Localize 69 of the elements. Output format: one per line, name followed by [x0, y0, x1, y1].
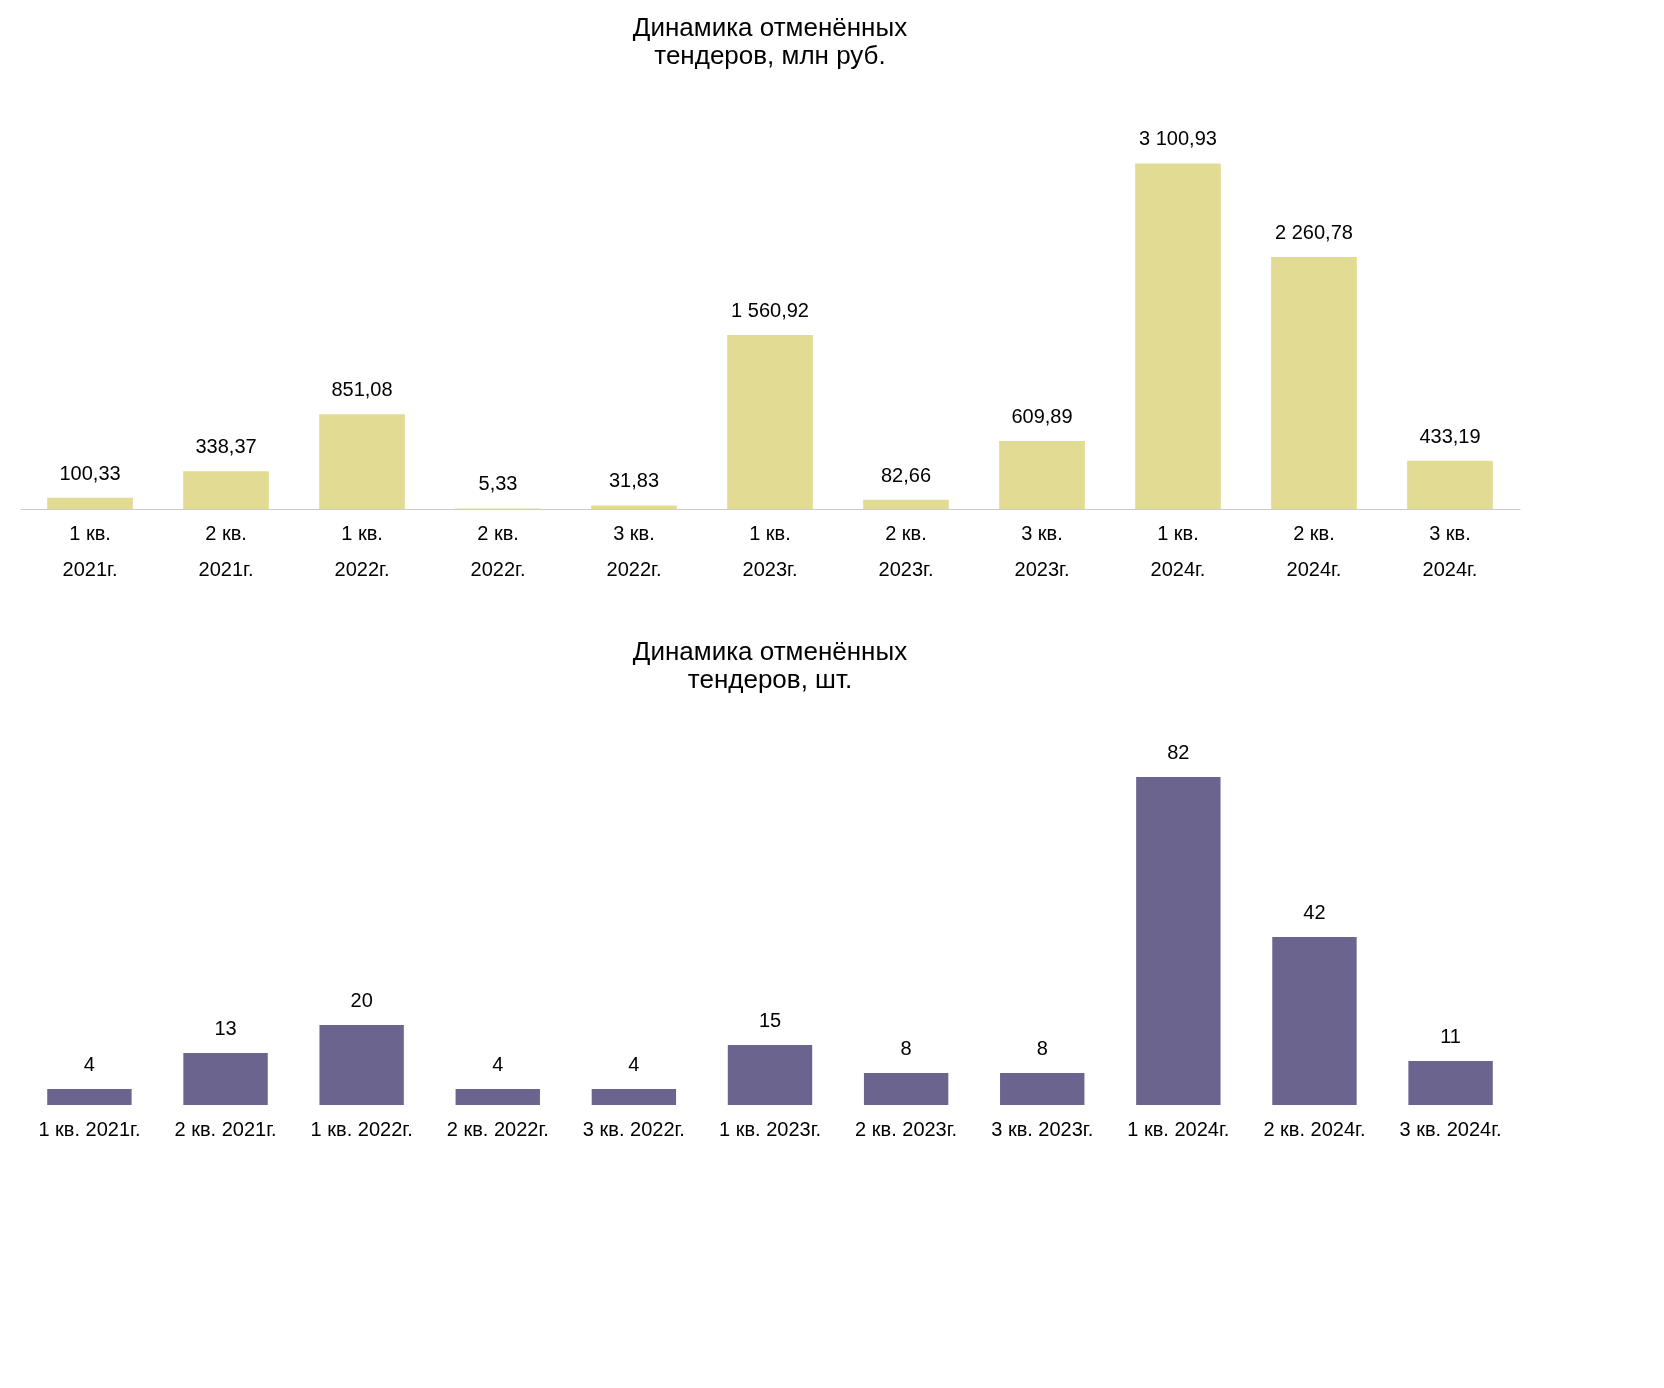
data-label: 2 260,78 [1275, 221, 1353, 244]
data-label: 8 [1036, 1037, 1048, 1059]
data-label: 851,08 [331, 378, 393, 401]
x-tick-label: 1 кв. 2021г. [62, 521, 118, 580]
x-tick-label: 1 кв. 2024г. [1127, 1117, 1230, 1140]
data-label: 11 [1440, 1025, 1461, 1047]
bar [1271, 257, 1357, 509]
data-label: 82,66 [880, 463, 932, 486]
data-label: 13 [214, 1017, 237, 1039]
bar [319, 414, 405, 509]
bar [1000, 1073, 1085, 1105]
data-label: 609,89 [1011, 405, 1073, 428]
x-tick-label: 1 кв. 2024г. [1150, 521, 1206, 580]
text: Динамика отменённых [632, 636, 908, 666]
x-tick-label: 2 кв. 2023г. [878, 521, 934, 580]
bar [591, 505, 677, 509]
data-label: 42 [1303, 901, 1326, 923]
text: тендеров, шт. [687, 664, 853, 694]
x-tick-label: 1 кв. 2023г. [742, 521, 798, 580]
bar [183, 1053, 268, 1105]
bar [47, 1089, 132, 1105]
data-label: 4 [492, 1053, 504, 1075]
data-label: 31,83 [608, 469, 660, 492]
x-tick-label: 3 кв. 2023г. [991, 1117, 1094, 1140]
bar [727, 1045, 813, 1105]
data-label: 4 [628, 1053, 640, 1075]
data-label: 8 [900, 1037, 912, 1059]
bar [183, 471, 269, 509]
bar [1135, 163, 1221, 509]
bar [863, 499, 949, 509]
text: тендеров, млн руб. [654, 40, 886, 70]
x-tick-label: 3 кв. 2024г. [1399, 1117, 1502, 1140]
text: Динамика отменённых [632, 12, 908, 42]
x-tick-label: 3 кв. 2022г. [582, 1117, 685, 1140]
data-label: 3 100,93 [1139, 127, 1217, 150]
data-label: 338,37 [195, 435, 257, 458]
x-tick-label: 2 кв. 2021г. [174, 1117, 277, 1140]
bar [455, 1089, 540, 1105]
x-tick-label: 3 кв. 2024г. [1422, 521, 1478, 580]
bar [1272, 937, 1357, 1105]
data-label: 100,33 [59, 461, 121, 484]
data-label: 5,33 [478, 472, 518, 495]
x-tick-label: 1 кв. 2021г. [38, 1117, 141, 1140]
x-tick-label: 2 кв. 2023г. [855, 1117, 958, 1140]
bar [319, 1025, 404, 1105]
x-tick-label: 1 кв. 2023г. [718, 1117, 822, 1140]
bar [591, 1089, 677, 1105]
x-tick-label: 2 кв. 2022г. [470, 521, 526, 580]
data-label: 15 [758, 1009, 782, 1031]
x-tick-label: 2 кв. 2024г. [1263, 1117, 1366, 1140]
bar [999, 441, 1085, 509]
x-tick-label: 2 кв. 2021г. [198, 521, 254, 580]
data-label: 20 [350, 989, 373, 1011]
x-tick-label: 3 кв. 2023г. [1014, 521, 1070, 580]
data-label: 4 [83, 1053, 95, 1075]
x-tick-label: 3 кв. 2022г. [606, 521, 662, 580]
bar [863, 1073, 949, 1105]
bar [1408, 1061, 1493, 1105]
x-tick-label: 2 кв. 2024г. [1286, 521, 1342, 580]
data-label: 1 560,92 [731, 299, 809, 322]
bar [47, 497, 133, 509]
data-label: 433,19 [1419, 424, 1481, 447]
bar [727, 335, 813, 509]
x-tick-label: 1 кв. 2022г. [334, 521, 390, 580]
x-tick-label: 1 кв. 2022г. [310, 1117, 413, 1140]
x-tick-label: 2 кв. 2022г. [446, 1117, 549, 1140]
data-label: 82 [1167, 741, 1190, 763]
bar [1136, 777, 1221, 1105]
bar [1407, 460, 1493, 509]
